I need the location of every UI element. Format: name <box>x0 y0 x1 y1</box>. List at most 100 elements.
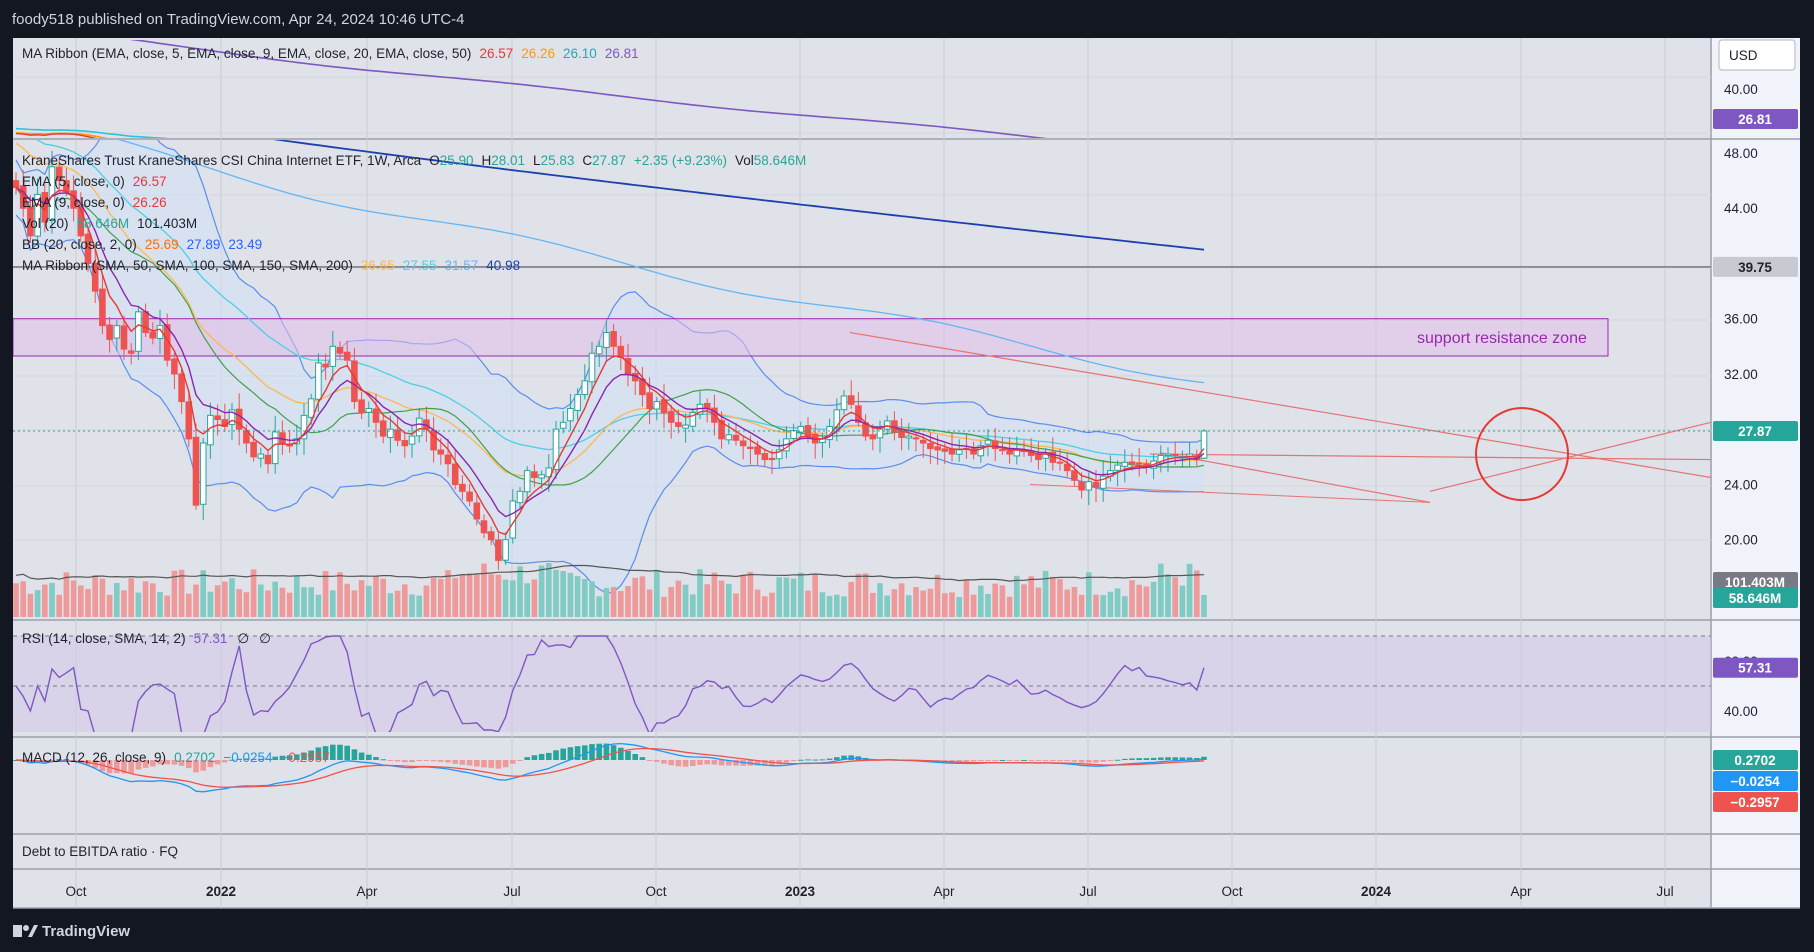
macd-histogram-bar <box>1172 757 1178 760</box>
candle-body <box>581 380 589 396</box>
candle-body <box>185 401 193 440</box>
candle-body <box>840 395 848 411</box>
candle-body <box>91 262 99 292</box>
candle-body <box>1128 461 1136 465</box>
rsi-line <box>15 635 1205 732</box>
candle <box>307 393 315 425</box>
tv-logo-dot-icon <box>23 925 29 931</box>
ema50-price-badge-bg <box>1713 109 1798 129</box>
macd-histogram-bar <box>243 758 250 760</box>
macd-histogram-bar <box>193 760 199 773</box>
candle-body <box>336 346 344 354</box>
candle <box>905 422 913 450</box>
candle-body <box>495 539 502 561</box>
x-axis-tick: Apr <box>1510 884 1532 899</box>
candle <box>149 322 157 345</box>
macd-histogram-bar <box>733 760 739 766</box>
candle-body <box>675 422 682 427</box>
volume-bar <box>1078 594 1085 617</box>
volume-bar <box>697 569 703 617</box>
macd-histogram-bar <box>1201 756 1207 760</box>
volume-bar <box>1093 594 1099 617</box>
candle-body <box>343 351 351 361</box>
candle <box>912 433 920 452</box>
volume-bar <box>531 579 538 617</box>
volume-bar <box>171 570 178 617</box>
candle-body <box>293 438 301 445</box>
volume-bar <box>862 573 869 617</box>
candle-body <box>732 434 740 441</box>
volume-bar <box>675 580 682 617</box>
volume-bar <box>207 591 214 617</box>
candle-body <box>797 425 805 433</box>
macd-histogram-bar <box>1114 759 1121 761</box>
macd-histogram-bar <box>1050 760 1056 761</box>
macd-histogram-bar <box>344 745 350 760</box>
macd-histogram-bar <box>711 760 718 765</box>
candle <box>531 464 538 488</box>
legend-ema-ribbon: MA Ribbon (EMA, close, 5, EMA, close, 9,… <box>22 46 639 61</box>
macd-signal-line <box>15 747 1205 788</box>
volume-bar <box>992 583 998 617</box>
volume-bar <box>265 590 271 617</box>
candle-body <box>480 520 488 534</box>
volume-bar <box>826 595 833 617</box>
candle-body <box>898 431 905 438</box>
candle-body <box>984 439 992 445</box>
volume-bar <box>726 583 732 617</box>
candle-body <box>1063 463 1071 472</box>
candle-body <box>135 311 142 352</box>
candle <box>127 343 135 365</box>
volume-bar <box>769 592 775 617</box>
macd-histogram-bar <box>466 760 473 766</box>
macd-histogram-bar <box>538 753 545 760</box>
svg-text:MA Ribbon (SMA, 50, SMA, 100,: MA Ribbon (SMA, 50, SMA, 100, SMA, 150, … <box>22 258 520 273</box>
candle-body <box>1035 452 1042 461</box>
x-axis-tick: 2023 <box>785 884 816 899</box>
macd-histogram-bar <box>1194 757 1200 760</box>
candle <box>1099 459 1107 502</box>
candle-body <box>149 331 157 339</box>
volume-bar <box>286 592 293 617</box>
candle <box>667 404 675 439</box>
candle <box>775 439 783 469</box>
macd-histogram-bar <box>567 747 574 760</box>
volume-badge-bg <box>1713 588 1798 608</box>
volume-bar <box>222 581 228 617</box>
macd-histogram-bar <box>1093 760 1099 763</box>
macd-histogram-bar <box>610 745 617 760</box>
x-axis-tick: Jul <box>1656 884 1673 899</box>
svg-text:EMA (5, close, 0)26.57: EMA (5, close, 0) 26.57 <box>22 174 167 189</box>
macd-histogram-bar <box>488 760 494 768</box>
ema20-line <box>15 187 1205 486</box>
candle-body <box>387 428 394 438</box>
candle <box>91 248 99 304</box>
volume-bar <box>985 593 991 617</box>
volume-bar <box>603 587 610 617</box>
candle-body <box>955 449 963 455</box>
candle-body <box>459 483 466 492</box>
macd-histogram-bar <box>294 754 300 760</box>
candle <box>55 158 63 193</box>
volume-bar <box>128 578 134 617</box>
candle-body <box>768 457 776 461</box>
macd-histogram-bar <box>718 760 725 766</box>
volume-bar <box>294 575 300 617</box>
volume-bar <box>409 594 415 617</box>
candle-body <box>941 448 949 452</box>
macd-histogram-bar <box>603 743 610 760</box>
volume-bar <box>1107 591 1114 617</box>
volume-bar <box>1186 563 1193 617</box>
candle-body <box>99 288 106 327</box>
candle-body <box>257 453 265 459</box>
candle <box>365 401 373 427</box>
volume-bar <box>423 585 430 617</box>
volume-bar <box>610 586 617 617</box>
volume-bar <box>438 578 444 617</box>
macd-histogram-bar <box>596 743 602 760</box>
currency-button[interactable] <box>1718 39 1796 71</box>
volume-bar <box>34 590 41 617</box>
candle <box>329 330 337 381</box>
